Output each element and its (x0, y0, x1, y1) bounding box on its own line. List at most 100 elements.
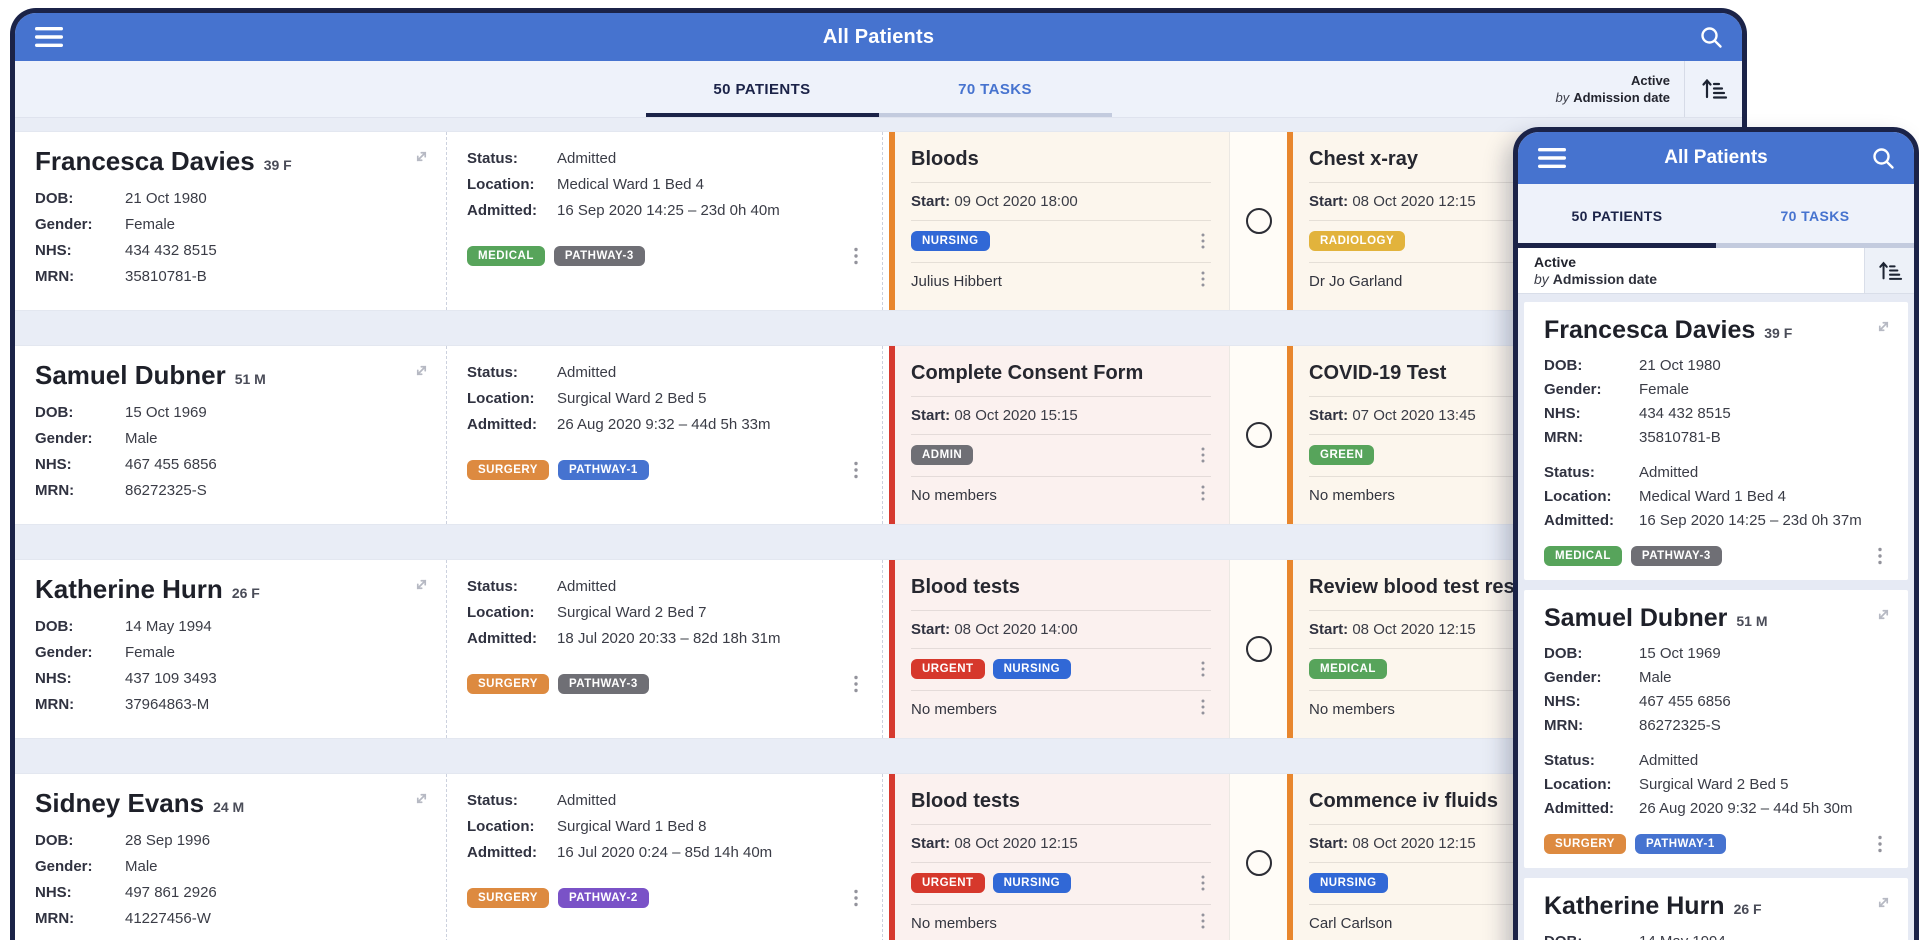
start-value: 08 Oct 2020 14:00 (954, 621, 1078, 638)
tag: PATHWAY-1 (557, 460, 649, 480)
task-complete-checkbox[interactable] (1245, 422, 1272, 448)
patient-row: Sidney Evans 24 M DOB: 28 Sep 1996 Gender… (15, 773, 1742, 940)
search-icon[interactable] (1694, 21, 1728, 53)
expand-icon[interactable] (1875, 606, 1892, 628)
task-card[interactable]: Blood tests Start: 08 Oct 2020 14:00 URG… (889, 560, 1229, 738)
spacer (1544, 450, 1890, 461)
menu-icon[interactable] (31, 21, 67, 53)
kebab-menu-icon[interactable] (848, 247, 864, 265)
task-card[interactable]: Complete Consent Form Start: 08 Oct 2020… (889, 346, 1229, 524)
kebab-menu-icon[interactable] (1195, 875, 1211, 891)
mobile-patient-card[interactable]: Katherine Hurn 26 F DOB:14 May 1994 (1524, 878, 1908, 940)
divider (911, 220, 1211, 221)
sort-button[interactable] (1684, 61, 1742, 117)
divider (911, 476, 1211, 477)
field-label: NHS: (35, 242, 72, 259)
expand-icon[interactable] (1875, 894, 1892, 916)
mobile-patient-card[interactable]: Samuel Dubner 51 M DOB: 15 Oct 1969 Gende… (1524, 590, 1908, 868)
tag: MEDICAL (1544, 546, 1622, 566)
sort-button[interactable] (1864, 248, 1914, 293)
patient-summary-cell[interactable]: Sidney Evans 24 M DOB: 28 Sep 1996 Gender… (15, 774, 447, 940)
field-value: 18 Jul 2020 20:33 – 82d 18h 31m (557, 630, 781, 647)
patient-tags: MEDICAL PATHWAY-3 (467, 246, 866, 266)
task-complete-checkbox[interactable] (1245, 850, 1272, 876)
expand-icon[interactable] (413, 790, 430, 812)
kebab-menu-icon[interactable] (1195, 699, 1211, 715)
kebab-menu-icon[interactable] (848, 889, 864, 907)
task-card[interactable]: Blood tests Start: 08 Oct 2020 12:15 URG… (889, 774, 1229, 940)
task-start: Start: 08 Oct 2020 12:15 (1309, 611, 1609, 648)
field-label: NHS: (35, 884, 72, 901)
patient-name: Francesca Davies (1544, 316, 1756, 344)
kebab-menu-icon[interactable] (1195, 661, 1211, 677)
field-label: MRN: (35, 482, 75, 499)
kebab-menu-icon[interactable] (1872, 835, 1888, 853)
kebab-menu-icon[interactable] (1195, 913, 1211, 929)
task-start: Start: 07 Oct 2020 13:45 (1309, 397, 1609, 434)
patient-summary-cell[interactable]: Francesca Davies 39 F DOB: 21 Oct 1980 Ge… (15, 132, 447, 310)
field-dob: DOB: 15 Oct 1969 (1544, 642, 1890, 666)
expand-icon[interactable] (413, 362, 430, 384)
kebab-menu-icon[interactable] (1195, 485, 1211, 501)
tag: URGENT (911, 659, 985, 679)
expand-icon[interactable] (413, 148, 430, 170)
field-location: Location: Surgical Ward 2 Bed 5 (467, 386, 866, 412)
task-tags: NURSING (911, 221, 1211, 262)
field-label: Status: (1544, 464, 1595, 481)
task-complete-checkbox[interactable] (1245, 208, 1272, 234)
tag: PATHWAY-3 (553, 246, 645, 266)
kebab-menu-icon[interactable] (848, 675, 864, 693)
kebab-menu-icon[interactable] (1195, 233, 1211, 249)
mobile-patient-card[interactable]: Francesca Davies 39 F DOB: 21 Oct 1980 Ge… (1524, 302, 1908, 580)
task-tags: URGENT NURSING (911, 649, 1211, 690)
field-value: 26 Aug 2020 9:32 – 44d 5h 30m (1639, 800, 1853, 817)
tag: SURGERY (1544, 834, 1626, 854)
tag: RADIOLOGY (1309, 231, 1406, 251)
start-value: 08 Oct 2020 12:15 (1352, 621, 1476, 638)
menu-icon[interactable] (1534, 142, 1570, 174)
patient-summary-cell[interactable]: Katherine Hurn 26 F DOB: 14 May 1994 Gend… (15, 560, 447, 738)
divider (911, 824, 1211, 825)
field-location: Location: Medical Ward 1 Bed 4 (467, 172, 866, 198)
expand-icon[interactable] (413, 576, 430, 598)
kebab-menu-icon[interactable] (1872, 547, 1888, 565)
field-label: MRN: (35, 268, 75, 285)
task-tags: URGENT NURSING (911, 863, 1211, 904)
tag: MEDICAL (467, 246, 545, 266)
patient-summary-cell[interactable]: Samuel Dubner 51 M DOB: 15 Oct 1969 Gende… (15, 346, 447, 524)
tab-patients-label: 50 PATIENTS (1571, 208, 1663, 224)
field-location: Location: Surgical Ward 2 Bed 7 (467, 600, 866, 626)
kebab-menu-icon[interactable] (1195, 271, 1211, 287)
field-value: Admitted (557, 792, 617, 809)
task-accent-bar (889, 560, 895, 738)
field-label: Status: (467, 578, 518, 595)
patient-name: Samuel Dubner (35, 360, 226, 390)
patient-tags: SURGERY PATHWAY-2 (467, 888, 866, 908)
main-tab-bar: 50 PATIENTS 70 TASKS Active by Admission … (15, 61, 1742, 118)
tag: PATHWAY-1 (1634, 834, 1726, 854)
field-value: Admitted (557, 364, 617, 381)
task-complete-checkbox[interactable] (1245, 636, 1272, 662)
start-label: Start: (911, 835, 951, 852)
field-value: 35810781-B (125, 268, 207, 285)
field-location: Location: Surgical Ward 2 Bed 5 (1544, 773, 1890, 797)
tab-patients[interactable]: 50 PATIENTS (645, 61, 879, 117)
tab-tasks[interactable]: 70 TASKS (1716, 184, 1914, 248)
patient-name-line: Francesca Davies 39 F (1544, 316, 1890, 345)
member-name: Dr Jo Garland (1309, 273, 1403, 290)
tab-tasks[interactable]: 70 TASKS (878, 61, 1112, 117)
expand-icon[interactable] (1875, 318, 1892, 340)
member-name: No members (911, 487, 997, 504)
search-icon[interactable] (1866, 142, 1900, 174)
tab-patients-label: 50 PATIENTS (713, 80, 811, 98)
tag: MEDICAL (1309, 659, 1387, 679)
divider (911, 904, 1211, 905)
field-dob: DOB:14 May 1994 (1544, 930, 1890, 940)
task-card[interactable]: Bloods Start: 09 Oct 2020 18:00 NURSING … (889, 132, 1229, 310)
field-label: Admitted: (467, 630, 537, 647)
kebab-menu-icon[interactable] (848, 461, 864, 479)
tag: PATHWAY-2 (557, 888, 649, 908)
tag: PATHWAY-3 (557, 674, 649, 694)
tab-patients[interactable]: 50 PATIENTS (1518, 184, 1716, 248)
kebab-menu-icon[interactable] (1195, 447, 1211, 463)
